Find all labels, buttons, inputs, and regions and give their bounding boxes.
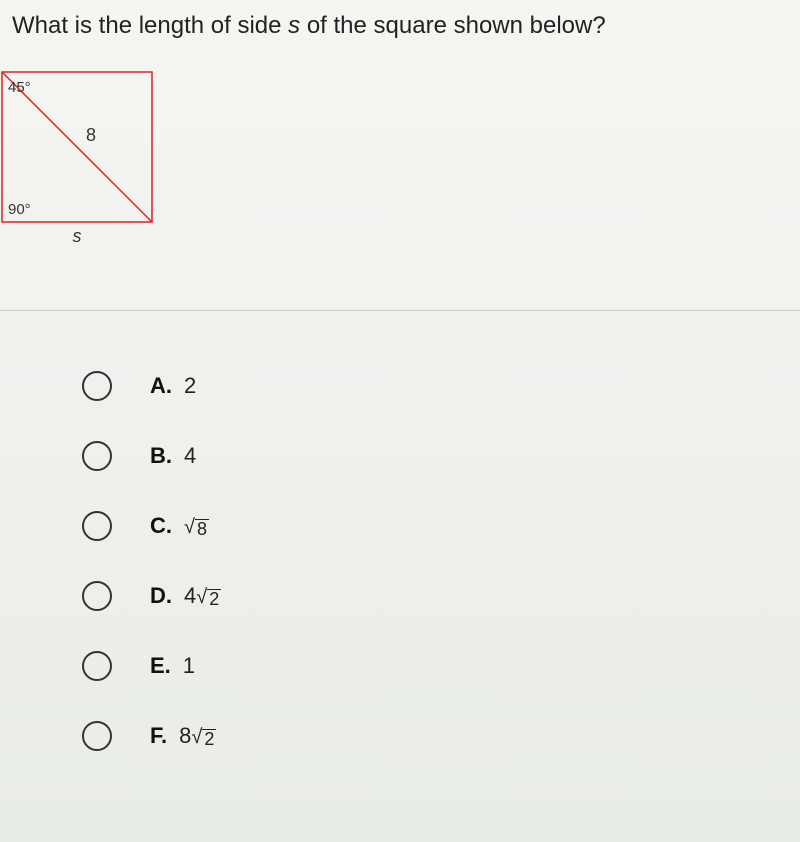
option-letter: F. [150, 723, 167, 749]
option-value: 1 [183, 653, 195, 679]
option-letter: E. [150, 653, 171, 679]
option-value: 4 [184, 443, 196, 469]
sqrt-icon: √2 [196, 586, 221, 609]
option-letter: B. [150, 443, 172, 469]
option-b[interactable]: B. 4 [82, 441, 788, 471]
diagram-svg: 45° 90° 8 s [0, 70, 175, 250]
option-a[interactable]: A. 2 [82, 371, 788, 401]
radical-sign: √ [191, 726, 202, 749]
option-value: 2 [184, 373, 196, 399]
angle-top-left: 45° [8, 79, 31, 96]
option-c[interactable]: C. √8 [82, 511, 788, 541]
radicand: 2 [202, 729, 216, 748]
question-text: What is the length of side s of the squa… [12, 12, 788, 40]
radicand: 2 [207, 589, 221, 608]
diagonal-label: 8 [86, 125, 96, 145]
radio-icon[interactable] [82, 371, 112, 401]
option-letter: A. [150, 373, 172, 399]
radicand: 8 [195, 519, 209, 538]
option-e[interactable]: E. 1 [82, 651, 788, 681]
angle-bottom-left: 90° [8, 201, 31, 218]
side-label-s: s [73, 226, 82, 246]
radical-sign: √ [184, 516, 195, 539]
radio-icon[interactable] [82, 511, 112, 541]
sqrt-icon: √8 [184, 516, 209, 539]
option-f[interactable]: F. 8√2 [82, 721, 788, 751]
divider [0, 310, 800, 311]
option-value: √8 [184, 513, 209, 539]
option-value: 8√2 [179, 723, 216, 749]
option-letter: D. [150, 583, 172, 609]
option-value: 4√2 [184, 583, 221, 609]
square-diagram: 45° 90° 8 s [0, 70, 788, 250]
radio-icon[interactable] [82, 651, 112, 681]
sqrt-icon: √2 [191, 726, 216, 749]
question-variable: s [288, 12, 300, 39]
coefficient: 8 [179, 723, 191, 748]
option-letter: C. [150, 513, 172, 539]
radical-sign: √ [196, 586, 207, 609]
coefficient: 4 [184, 583, 196, 608]
options-list: A. 2 B. 4 C. √8 D. 4√2 E. 1 F. 8√2 [12, 371, 788, 751]
question-prefix: What is the length of side [12, 12, 288, 39]
question-suffix: of the square shown below? [300, 12, 606, 39]
option-d[interactable]: D. 4√2 [82, 581, 788, 611]
radio-icon[interactable] [82, 581, 112, 611]
radio-icon[interactable] [82, 721, 112, 751]
radio-icon[interactable] [82, 441, 112, 471]
